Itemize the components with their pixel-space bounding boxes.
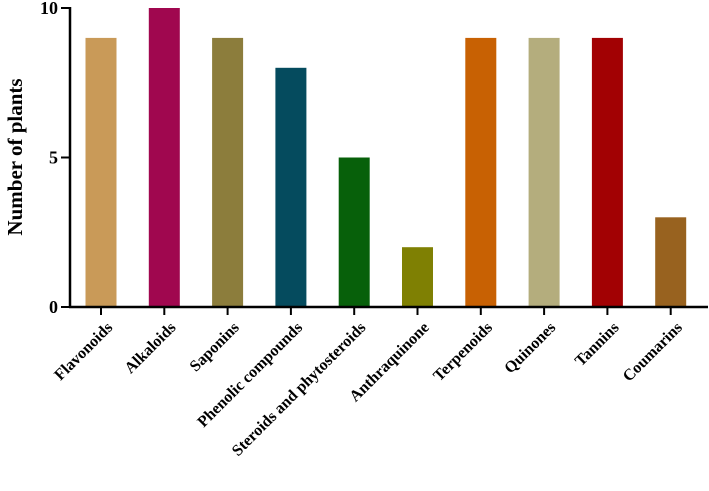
y-axis: 0 5 10: [40, 0, 72, 317]
bar-anthraquinone: [402, 247, 433, 307]
bar-tannins: [591, 37, 623, 308]
y-tick-label-10: 10: [40, 0, 58, 18]
x-tick-label-alkaloids: Alkaloids: [122, 319, 180, 377]
bars-group: [85, 8, 687, 308]
x-tick-label-phenolic-compounds: Phenolic compounds: [194, 319, 306, 431]
bar-phenolic-compounds: [275, 67, 307, 307]
bar-coumarins: [655, 217, 687, 307]
bar-terpenoids: [465, 37, 497, 308]
x-tick-label-steroids-and-phytosteroids: Steroids and phytosteroids: [229, 319, 369, 459]
bar-steroids-and-phytosteroids: [338, 157, 370, 307]
x-tick-label-saponins: Saponins: [187, 319, 243, 375]
y-axis-title: Number of plants: [3, 78, 27, 235]
bar-alkaloids: [148, 8, 180, 307]
bar-saponins: [212, 37, 244, 308]
x-tick-label-quinones: Quinones: [501, 319, 559, 377]
x-tick-label-coumarins: Coumarins: [620, 319, 686, 385]
x-tick-label-tannins: Tannins: [572, 319, 623, 370]
bar-quinones: [528, 37, 560, 308]
y-tick-label-5: 5: [49, 148, 58, 168]
x-tick-label-terpenoids: Terpenoids: [430, 319, 496, 385]
y-tick-label-0: 0: [49, 297, 58, 317]
x-tick-label-flavonoids: Flavonoids: [51, 319, 116, 384]
bar-flavonoids: [85, 37, 117, 308]
